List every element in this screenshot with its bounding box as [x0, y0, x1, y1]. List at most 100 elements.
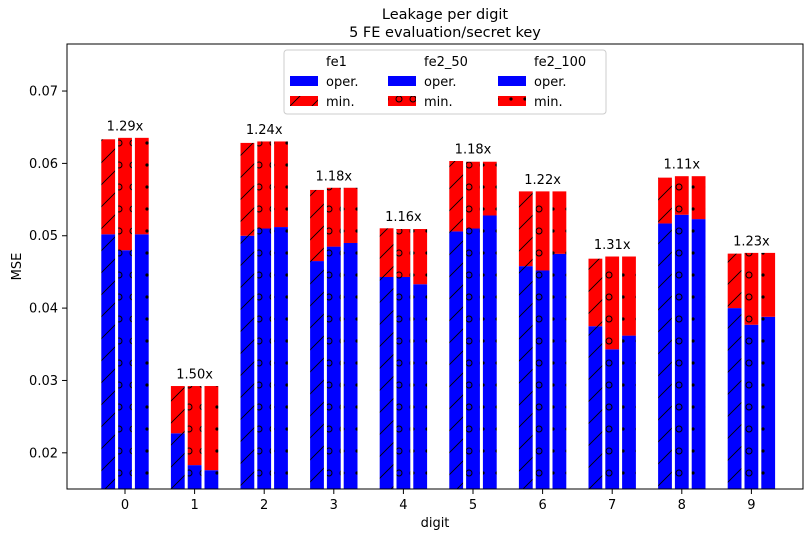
legend-entry-fe1-0: oper. [326, 75, 359, 90]
bar-fe2_100-digit-7 [621, 255, 637, 490]
legend: fe1 oper. min. fe2_50 oper. min. fe2_100 oper. m… [283, 49, 607, 115]
bar-fe2_100-digit-4 [412, 228, 429, 490]
bar-hatch-fe2_50-digit-4 [396, 228, 411, 489]
bar-fe1-digit-0 [100, 138, 117, 490]
legend-swatch-hatch-fe2_100 [498, 96, 526, 106]
x-tick-label: 1 [190, 498, 198, 513]
bar-hatch-fe1-digit-7 [588, 258, 603, 489]
annotations-layer: 1.29x 1.50x 1.24x 1.18x 1.16x 1.18x 1.22x 1.31x… [107, 119, 770, 382]
chart-subtitle: 5 FE evaluation/secret key [349, 25, 541, 41]
x-tick-label: 3 [330, 498, 338, 513]
bar-fe2_100-digit-5 [481, 160, 498, 490]
bar-hatch-fe2_100-digit-3 [343, 187, 358, 489]
bar-fe1-digit-6 [517, 190, 534, 490]
bar-hatch-fe2_50-digit-8 [674, 175, 690, 490]
bar-fe1-digit-7 [587, 257, 604, 490]
bar-hatch-fe1-digit-5 [448, 160, 464, 489]
bar-fe1-digit-2 [239, 141, 256, 490]
bar-hatch-fe2_100-digit-1 [204, 385, 219, 489]
bar-hatch-fe2_50-digit-3 [326, 187, 342, 489]
bar-hatch-fe1-digit-1 [170, 385, 186, 489]
bar-hatch-fe1-digit-9 [727, 253, 742, 489]
legend-entry-fe2_50-0: oper. [424, 75, 457, 90]
legend-title-fe2_50: fe2_50 [424, 55, 468, 70]
bar-fe2_50-digit-8 [673, 175, 690, 490]
x-tick-label: 4 [399, 498, 407, 513]
legend-swatch-hatch-fe2_50 [388, 96, 416, 106]
bar-fe1-digit-8 [657, 176, 673, 490]
y-tick-label: 0.07 [29, 85, 58, 100]
bar-fe1-digit-5 [448, 159, 465, 490]
bar-fe2_100-digit-2 [273, 140, 289, 490]
bar-fe2_100-digit-8 [690, 175, 707, 490]
bar-fe1-digit-1 [169, 385, 186, 490]
y-axis-label: MSE [10, 253, 25, 281]
x-tick-label: 2 [260, 498, 268, 513]
annotation-digit-4: 1.16x [385, 210, 422, 225]
annotation-digit-0: 1.29x [107, 119, 144, 134]
y-tick-label: 0.06 [29, 157, 58, 172]
y-tick-label: 0.02 [29, 446, 58, 461]
bar-hatch-fe1-digit-2 [240, 142, 255, 490]
bar-hatch-fe2_100-digit-8 [691, 175, 706, 490]
bar-hatch-fe2_100-digit-6 [552, 190, 567, 490]
y-tick-label: 0.03 [29, 374, 58, 389]
annotation-digit-2: 1.24x [246, 123, 283, 138]
x-axis-label: digit [421, 516, 450, 531]
bar-hatch-fe2_50-digit-2 [256, 140, 272, 489]
legend-entry-fe2_50-1: min. [424, 95, 453, 110]
x-tick-label: 0 [121, 498, 129, 513]
annotation-digit-7: 1.31x [594, 238, 631, 253]
bars-layer [100, 136, 777, 490]
bar-hatch-fe2_100-digit-5 [482, 161, 498, 489]
bar-hatch-fe1-digit-0 [100, 138, 116, 489]
x-axis: 0 1 2 3 4 5 6 7 8 9 [121, 489, 756, 513]
bar-fe2_100-digit-3 [342, 186, 359, 490]
bar-fe2_50-digit-3 [325, 186, 342, 490]
y-tick-label: 0.05 [29, 229, 58, 244]
y-axis: 0.02 0.03 0.04 0.05 0.06 0.07 [29, 85, 67, 461]
bar-fe2_50-digit-0 [117, 136, 133, 490]
legend-entry-fe2_100-0: oper. [534, 75, 567, 90]
bar-fe2_50-digit-9 [743, 251, 760, 490]
bar-fe2_50-digit-6 [534, 190, 551, 490]
bar-hatch-fe2_50-digit-0 [117, 137, 133, 489]
bar-hatch-fe1-digit-4 [379, 227, 394, 489]
x-tick-label: 9 [747, 498, 755, 513]
x-tick-label: 5 [469, 498, 477, 513]
legend-swatch-hatch-fe1 [290, 96, 318, 106]
x-tick-label: 8 [678, 498, 686, 513]
annotation-digit-3: 1.18x [315, 169, 352, 184]
legend-swatch-fe2_100-0 [498, 76, 526, 86]
legend-swatch-fe2_50-0 [388, 76, 416, 86]
bar-hatch-fe2_50-digit-6 [535, 190, 550, 490]
bar-hatch-fe1-digit-6 [518, 190, 534, 490]
bar-hatch-fe2_100-digit-7 [621, 256, 637, 489]
annotation-digit-8: 1.11x [663, 158, 700, 173]
plot-frame [66, 43, 804, 490]
bar-hatch-fe2_100-digit-4 [412, 228, 428, 489]
bar-fe2_50-digit-4 [395, 228, 412, 490]
x-tick-label: 6 [538, 498, 546, 513]
bar-fe2_50-digit-2 [256, 140, 273, 490]
annotation-digit-6: 1.22x [524, 173, 561, 188]
bar-hatch-fe2_50-digit-5 [465, 161, 481, 489]
bar-hatch-fe2_50-digit-1 [187, 385, 202, 489]
legend-swatch-fe1-0 [290, 76, 318, 86]
bar-hatch-fe2_100-digit-2 [273, 140, 289, 489]
bar-fe2_50-digit-7 [604, 255, 621, 490]
bar-fe1-digit-9 [726, 252, 743, 490]
bar-fe2_50-digit-5 [465, 160, 481, 490]
legend-title-fe2_100: fe2_100 [534, 55, 586, 70]
bar-fe1-digit-3 [309, 188, 325, 490]
y-tick-label: 0.04 [29, 302, 58, 317]
annotation-digit-1: 1.50x [176, 368, 213, 383]
legend-title-fe1: fe1 [326, 55, 347, 70]
legend-entry-fe1-1: min. [326, 95, 355, 110]
bar-fe2_50-digit-1 [186, 385, 203, 490]
legend-entry-fe2_100-1: min. [534, 95, 563, 110]
x-tick-label: 7 [608, 498, 616, 513]
bar-hatch-fe2_100-digit-0 [134, 137, 150, 489]
bar-hatch-fe1-digit-8 [657, 177, 673, 489]
